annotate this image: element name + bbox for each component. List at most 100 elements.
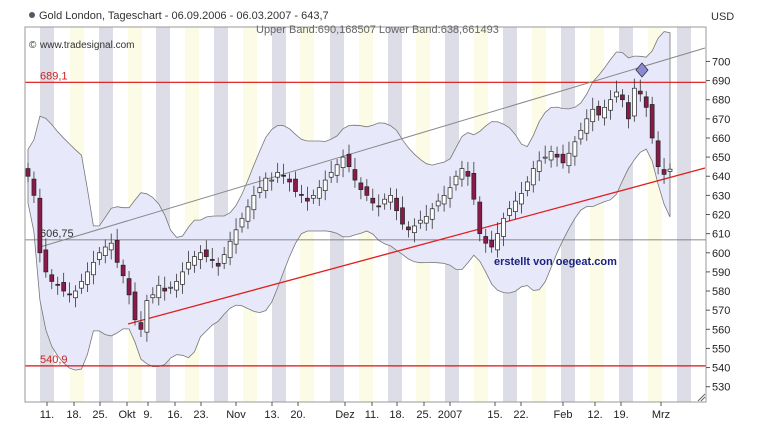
candle: [572, 141, 578, 157]
x-tick-label: Feb: [554, 409, 573, 421]
candle: [423, 216, 429, 224]
x-tick-label: Mrz: [652, 409, 670, 421]
x-tick-label: 15.: [487, 409, 502, 421]
y-tick-label: 690: [712, 76, 730, 88]
candle: [126, 278, 132, 296]
x-tick-label: 22.: [513, 409, 528, 421]
x-tick-label: 11.: [365, 409, 379, 421]
candle: [61, 282, 67, 292]
candle: [293, 178, 298, 192]
candle: [435, 200, 441, 207]
x-tick-label: 18.: [389, 409, 404, 421]
candle: [465, 171, 471, 177]
candle: [263, 177, 269, 191]
candle: [198, 252, 203, 260]
x-axis: 11. 18. 25. Okt 9. 16. 23. Nov 13. 20. Dez 11. 18. 25…: [40, 402, 670, 421]
level-label: 540,9: [40, 354, 68, 366]
x-tick-label: 18.: [66, 409, 81, 421]
candle: [79, 281, 84, 289]
candle: [471, 173, 477, 200]
candle: [346, 153, 352, 168]
y-tick-label: 540: [712, 363, 730, 375]
candle: [114, 239, 120, 263]
candle: [584, 118, 590, 134]
candle: [626, 102, 631, 120]
candle: [548, 151, 554, 161]
copyright-icon: ©: [29, 40, 37, 51]
x-tick-label: Dez: [335, 409, 355, 421]
candle: [328, 172, 334, 178]
source-link[interactable]: www.tradesignal.com: [39, 40, 134, 51]
candle: [96, 252, 102, 260]
candle: [447, 187, 453, 199]
candle: [477, 201, 483, 234]
candle: [120, 264, 126, 277]
candle: [489, 239, 495, 248]
y-tick-label: 590: [712, 267, 730, 279]
candle: [501, 217, 506, 237]
candle: [542, 156, 548, 159]
candle: [245, 206, 251, 222]
candle: [453, 175, 459, 186]
candle: [257, 187, 263, 193]
candle: [560, 153, 566, 164]
candle: [31, 178, 37, 196]
candle: [643, 96, 649, 108]
candle: [174, 281, 179, 291]
week-stripe: [214, 27, 228, 402]
candle: [524, 181, 530, 191]
candle: [334, 164, 340, 176]
candle: [299, 194, 304, 196]
candle: [358, 182, 364, 190]
candle: [364, 186, 370, 196]
x-tick-label: 12.: [587, 409, 602, 421]
candle: [602, 107, 607, 119]
x-tick-label: Okt: [118, 409, 135, 421]
x-tick-label: 9.: [143, 409, 152, 421]
x-tick-label: 11.: [40, 409, 54, 421]
candle: [73, 290, 78, 299]
y-tick-label: 680: [712, 95, 730, 107]
candle: [310, 195, 316, 199]
toggle-icon[interactable]: [29, 12, 35, 18]
candle: [513, 200, 518, 212]
y-tick-label: 610: [712, 229, 730, 241]
candle: [352, 169, 358, 181]
candle: [370, 197, 376, 204]
candle: [649, 104, 655, 139]
candle: [150, 294, 156, 299]
x-tick-label: Nov: [226, 409, 246, 421]
candle: [102, 246, 108, 256]
x-tick-label: 16.: [167, 409, 182, 421]
candle: [55, 283, 61, 286]
candle: [251, 195, 257, 211]
candle: [138, 322, 144, 330]
candle: [180, 271, 185, 285]
resize-grip-icon[interactable]: [697, 393, 706, 402]
candle: [495, 233, 500, 251]
candle: [631, 87, 637, 117]
candle: [221, 254, 227, 264]
candle: [400, 207, 405, 225]
candle: [441, 195, 447, 205]
candle: [162, 287, 168, 292]
candle: [108, 242, 114, 251]
candle: [85, 271, 90, 285]
peak-marker: [635, 62, 649, 78]
candle: [655, 140, 661, 168]
candle: [578, 129, 584, 140]
candle: [376, 205, 382, 208]
candle: [144, 300, 150, 333]
candle: [554, 153, 560, 158]
candle: [209, 259, 215, 261]
candle: [43, 249, 49, 273]
candle: [233, 229, 239, 245]
x-tick-label: 23.: [193, 409, 208, 421]
candle: [168, 286, 174, 289]
candle: [382, 198, 388, 205]
candle: [566, 152, 572, 167]
y-tick-label: 650: [712, 152, 730, 164]
x-tick-label: 2007: [438, 409, 462, 421]
candle: [596, 106, 602, 116]
candle: [519, 193, 524, 205]
